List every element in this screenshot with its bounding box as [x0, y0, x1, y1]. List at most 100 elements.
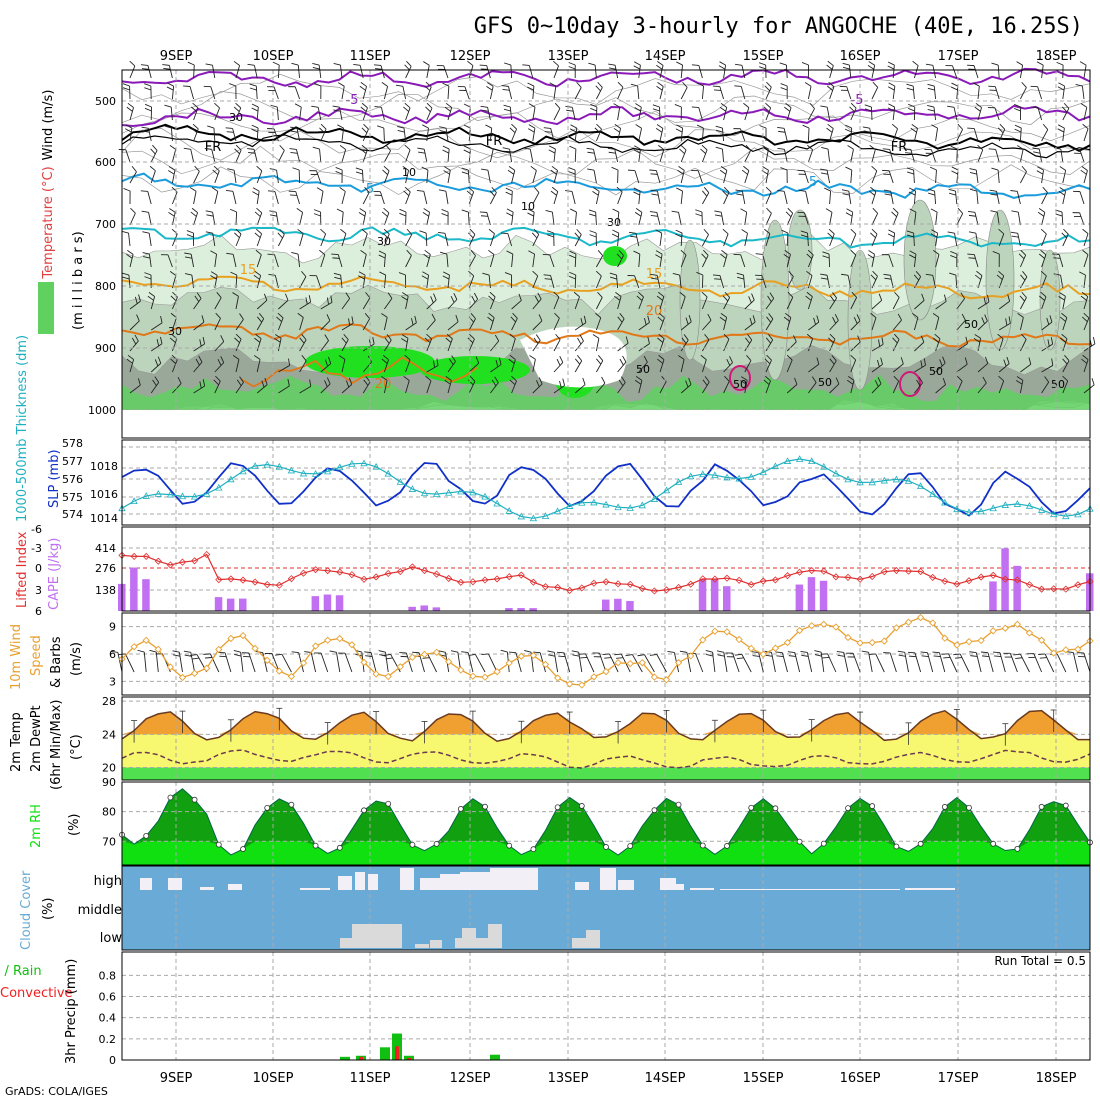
wind-barb-flag — [1018, 253, 1025, 260]
wind-speed-point — [529, 651, 538, 660]
wind-barb — [148, 254, 152, 268]
wind-barb-flag — [122, 83, 130, 87]
wind-barb-flag — [251, 103, 259, 108]
high-cloud-bar — [168, 878, 182, 890]
wind-barb — [698, 107, 703, 121]
isotherm-label: 20 — [375, 377, 392, 392]
wind-barb — [214, 254, 217, 268]
wind-barb-flag — [290, 152, 298, 154]
wind-barb — [850, 359, 857, 373]
wind-barb-flag — [431, 313, 436, 321]
wind-barb-flag — [324, 380, 328, 387]
wind-barb-flag — [480, 105, 488, 108]
wind-barb — [617, 342, 629, 352]
wind-barb-flag — [1010, 231, 1018, 234]
wind-barb-flag — [358, 275, 365, 280]
wind-barb-flag — [688, 377, 692, 385]
wind-speed-point — [1025, 629, 1034, 637]
thickness-tick-label: 576 — [62, 473, 83, 486]
wind-barb — [1062, 191, 1067, 205]
wind-barb — [1019, 65, 1024, 79]
wind-barb-flag — [593, 187, 600, 192]
wind-barb-flag — [701, 253, 707, 260]
wind-barb-flag — [319, 127, 325, 134]
thickness-point — [529, 514, 538, 522]
wind-barb-flag — [264, 377, 268, 385]
wind-barb-flag — [528, 124, 536, 129]
wind-barb — [383, 317, 388, 331]
wind-barb — [765, 149, 769, 163]
thickness-point — [844, 475, 852, 483]
wind-barb — [235, 233, 242, 247]
wind-barb — [614, 65, 619, 79]
wind-barb — [585, 653, 595, 673]
wind-barb-flag — [845, 212, 853, 217]
wind-barb-flag — [766, 354, 772, 361]
wind-barb-flag — [1062, 358, 1068, 365]
wind-barb — [765, 360, 772, 373]
thickness-point — [856, 478, 864, 486]
wind-barb — [786, 254, 791, 268]
lifted-index-point — [312, 566, 320, 574]
wind-barb — [447, 107, 453, 121]
wind-barb — [320, 652, 329, 673]
wind-barb — [1062, 86, 1066, 100]
wind-barb-flag — [740, 208, 747, 213]
lifted-index-point — [154, 557, 162, 565]
wind-barb-flag — [869, 144, 876, 150]
wind-barb-flag — [650, 215, 658, 217]
cape-bar — [335, 595, 344, 611]
wind-barb-flag — [658, 354, 665, 360]
wind-barb-flag — [191, 207, 198, 213]
wind-barb-flag — [355, 167, 363, 171]
cape-bar — [807, 577, 816, 611]
wind-barb-flag — [651, 277, 659, 280]
wind-barb-flag — [194, 165, 200, 172]
wind-barb-flag — [597, 291, 603, 298]
precip-conv-ylabel: Convective — [0, 986, 73, 1001]
wind-speed-point — [965, 637, 973, 646]
wind-barb — [593, 170, 597, 184]
wind-barb-flag — [806, 253, 813, 259]
wind-barb-flag — [961, 313, 966, 321]
wind-barb-flag — [637, 654, 645, 657]
wind-barb-flag — [881, 337, 884, 345]
wind-barb-flag — [184, 256, 193, 259]
wind-barb — [426, 254, 431, 268]
wind-barb — [973, 65, 979, 79]
wind-barb-flag — [887, 86, 895, 91]
wind-barb-flag — [674, 104, 682, 108]
wind-barb-flag — [504, 62, 512, 66]
wind-speed-point — [566, 680, 574, 688]
wind-barb-flag — [450, 650, 458, 653]
wind-barb-flag — [766, 81, 772, 88]
rh2m-point — [288, 801, 295, 808]
wind-barb-flag — [908, 103, 915, 108]
wind-barb-flag — [681, 337, 687, 344]
wind-barb — [1060, 149, 1064, 163]
wind-barb-flag — [1016, 376, 1024, 381]
wind-barb-flag — [612, 229, 619, 234]
wind-barb — [659, 86, 664, 100]
wind-barb-flag — [814, 650, 822, 653]
wind-barb-flag — [508, 166, 516, 171]
wind-barb-flag — [762, 166, 769, 171]
wind-barb-flag — [235, 102, 242, 109]
wind-barb — [871, 299, 882, 310]
lifted-index-point — [287, 575, 295, 583]
wind-barb — [807, 254, 814, 268]
wind-barb-flag — [249, 87, 257, 91]
wind-barb — [935, 317, 940, 331]
wind-barb-flag — [763, 379, 770, 385]
rh2m-point — [893, 843, 900, 850]
wind-barb-flag — [234, 654, 242, 657]
wind-barb-flag — [1013, 653, 1021, 656]
wind-barb-flag — [927, 105, 935, 108]
wind-barb-flag — [383, 165, 390, 172]
wind-barb-flag — [154, 359, 159, 367]
low-cloud-bar — [475, 938, 489, 948]
wind-barb-flag — [614, 124, 621, 129]
wind-barb — [489, 254, 495, 268]
thickness-tick-label: 574 — [62, 508, 83, 521]
wind-barb-flag — [765, 102, 771, 109]
